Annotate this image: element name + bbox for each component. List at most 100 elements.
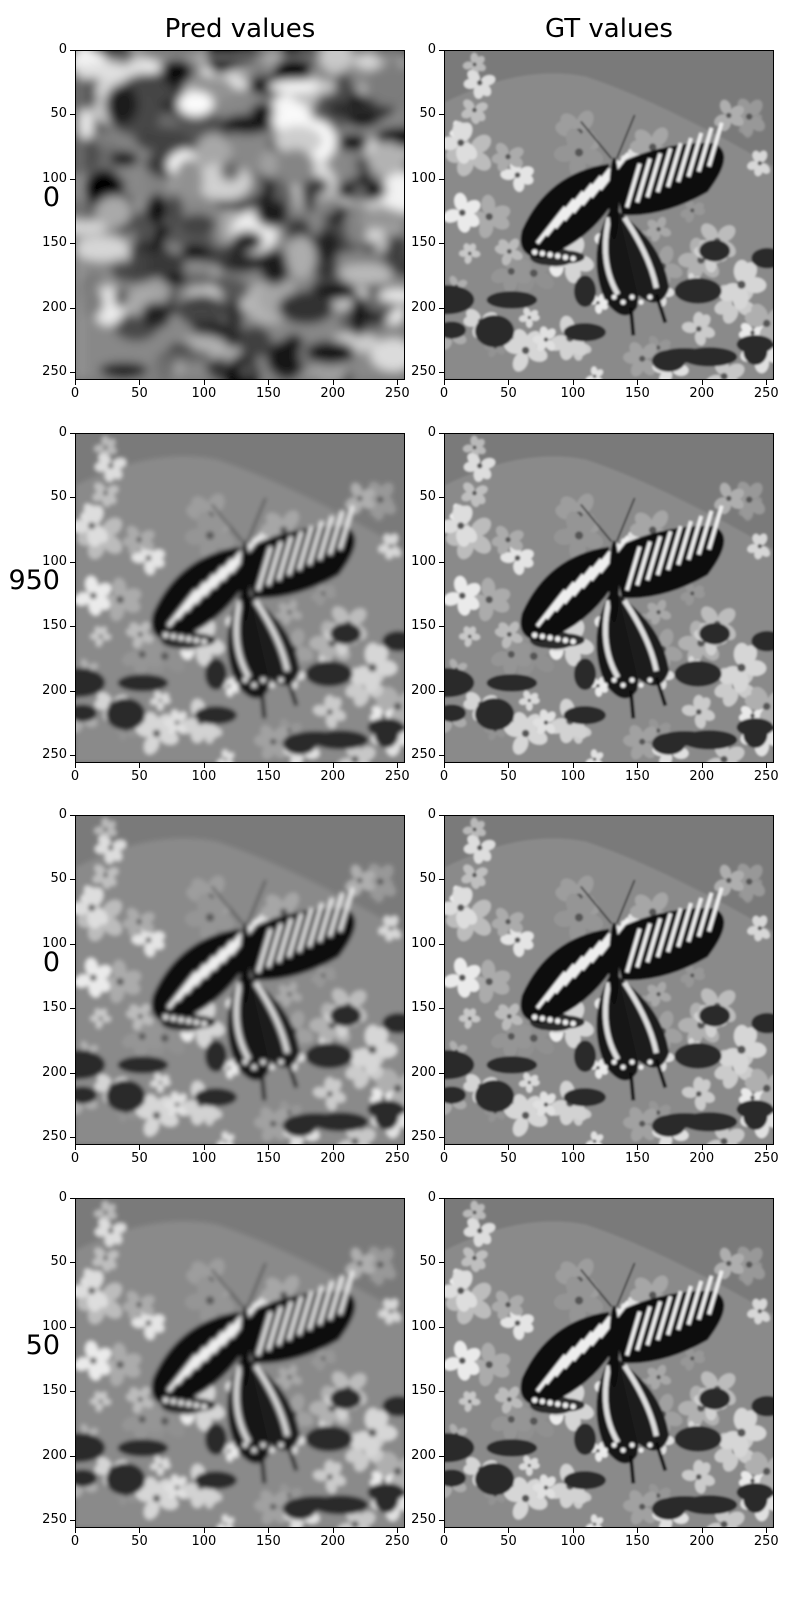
x-tick-label: 250 <box>384 386 410 401</box>
y-tick-label: 0 <box>58 42 67 57</box>
x-tick-mark <box>766 380 768 385</box>
y-tick-mark <box>439 372 444 374</box>
row-label: 0 <box>42 182 60 213</box>
x-tick-label: 250 <box>753 386 779 401</box>
y-tick-mark <box>439 690 444 692</box>
x-tick-mark <box>637 1145 639 1150</box>
y-tick-mark <box>439 1072 444 1074</box>
y-tick-mark <box>70 1262 75 1264</box>
x-tick-mark <box>203 380 205 385</box>
x-tick-mark <box>701 1528 703 1533</box>
y-tick-label: 150 <box>411 235 436 251</box>
x-tick-label: 100 <box>191 386 217 401</box>
y-tick-mark <box>70 50 75 51</box>
x-tick-mark <box>701 380 703 385</box>
x-tick-label: 200 <box>320 386 346 401</box>
x-tick-label: 50 <box>500 1534 517 1549</box>
x-tick-mark <box>268 1145 270 1150</box>
x-tick-mark <box>637 1528 639 1533</box>
y-tick-mark <box>439 114 444 116</box>
x-tick-label: 150 <box>624 386 650 401</box>
y-tick-mark <box>70 372 75 374</box>
y-tick-mark <box>439 1262 444 1264</box>
x-tick-mark <box>332 1528 334 1533</box>
x-tick-label: 200 <box>689 769 715 784</box>
y-tick-mark <box>439 815 444 816</box>
y-tick-mark <box>70 943 75 945</box>
y-tick-mark <box>70 561 75 563</box>
x-tick-label: 0 <box>439 386 449 401</box>
x-tick-mark <box>508 763 510 768</box>
gt-image-panel <box>444 433 774 763</box>
x-tick-mark <box>75 380 76 385</box>
y-tick-label: 50 <box>419 871 436 887</box>
y-tick-label: 100 <box>42 170 67 186</box>
x-tick-mark <box>444 380 445 385</box>
x-tick-mark <box>572 380 574 385</box>
x-tick-label: 200 <box>320 1534 346 1549</box>
x-tick-label: 250 <box>753 769 779 784</box>
x-tick-label: 50 <box>131 1534 148 1549</box>
x-tick-label: 200 <box>320 769 346 784</box>
x-tick-mark <box>268 380 270 385</box>
y-tick-label: 150 <box>411 1000 436 1016</box>
y-tick-mark <box>70 1008 75 1010</box>
y-tick-mark <box>70 433 75 434</box>
x-tick-label: 50 <box>131 386 148 401</box>
y-tick-label: 200 <box>411 299 436 315</box>
y-tick-mark <box>439 433 444 434</box>
y-tick-mark <box>439 178 444 180</box>
y-tick-mark <box>70 1137 75 1139</box>
y-tick-mark <box>70 114 75 116</box>
y-tick-label: 0 <box>58 425 67 440</box>
y-tick-mark <box>439 561 444 563</box>
y-tick-label: 200 <box>411 1447 436 1463</box>
x-tick-label: 50 <box>131 1151 148 1166</box>
x-tick-label: 150 <box>255 1151 281 1166</box>
x-tick-label: 150 <box>255 386 281 401</box>
x-tick-mark <box>637 380 639 385</box>
y-tick-label: 50 <box>419 1254 436 1270</box>
x-tick-label: 100 <box>191 1534 217 1549</box>
y-tick-label: 150 <box>411 618 436 634</box>
y-tick-label: 0 <box>427 807 436 822</box>
x-tick-label: 150 <box>255 1534 281 1549</box>
y-tick-mark <box>70 1455 75 1457</box>
x-tick-mark <box>397 1145 399 1150</box>
gt-image-panel <box>444 50 774 380</box>
y-tick-label: 200 <box>411 682 436 698</box>
x-tick-label: 100 <box>560 386 586 401</box>
x-tick-label: 0 <box>439 1534 449 1549</box>
x-tick-mark <box>75 1528 76 1533</box>
y-tick-mark <box>70 626 75 628</box>
x-tick-mark <box>572 1528 574 1533</box>
y-tick-label: 200 <box>42 1064 67 1080</box>
y-tick-mark <box>70 307 75 309</box>
x-tick-label: 100 <box>560 1151 586 1166</box>
x-tick-label: 200 <box>689 386 715 401</box>
x-tick-mark <box>332 1145 334 1150</box>
x-tick-label: 100 <box>191 769 217 784</box>
x-tick-mark <box>139 380 141 385</box>
x-tick-label: 0 <box>70 1534 80 1549</box>
y-tick-label: 50 <box>419 106 436 122</box>
column-title-gt: GT values <box>545 14 673 44</box>
x-tick-mark <box>766 1145 768 1150</box>
y-tick-label: 150 <box>42 1000 67 1016</box>
y-tick-mark <box>439 1455 444 1457</box>
y-tick-mark <box>439 879 444 881</box>
y-tick-label: 150 <box>42 618 67 634</box>
y-tick-label: 50 <box>50 1254 67 1270</box>
x-tick-mark <box>268 763 270 768</box>
y-tick-label: 50 <box>419 489 436 505</box>
pred-image-panel <box>75 50 405 380</box>
y-tick-label: 200 <box>411 1064 436 1080</box>
x-tick-label: 100 <box>560 769 586 784</box>
x-tick-label: 150 <box>624 1534 650 1549</box>
y-tick-label: 250 <box>42 747 67 763</box>
y-tick-label: 200 <box>42 1447 67 1463</box>
y-tick-mark <box>70 178 75 180</box>
y-tick-label: 100 <box>411 170 436 186</box>
y-tick-label: 0 <box>427 42 436 57</box>
x-tick-mark <box>508 380 510 385</box>
